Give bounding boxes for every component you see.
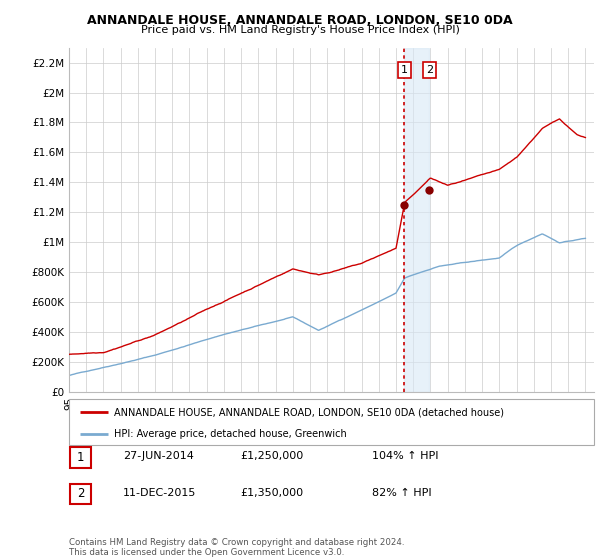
FancyBboxPatch shape bbox=[70, 484, 91, 504]
FancyBboxPatch shape bbox=[70, 447, 91, 468]
Text: Price paid vs. HM Land Registry's House Price Index (HPI): Price paid vs. HM Land Registry's House … bbox=[140, 25, 460, 35]
FancyBboxPatch shape bbox=[69, 399, 594, 445]
Text: £1,350,000: £1,350,000 bbox=[240, 488, 303, 498]
Text: 11-DEC-2015: 11-DEC-2015 bbox=[123, 488, 196, 498]
Text: Contains HM Land Registry data © Crown copyright and database right 2024.
This d: Contains HM Land Registry data © Crown c… bbox=[69, 538, 404, 557]
Text: HPI: Average price, detached house, Greenwich: HPI: Average price, detached house, Gree… bbox=[113, 429, 346, 438]
Text: 27-JUN-2014: 27-JUN-2014 bbox=[123, 451, 194, 461]
Text: 1: 1 bbox=[401, 65, 408, 75]
Text: £1,250,000: £1,250,000 bbox=[240, 451, 303, 461]
Bar bbox=[404, 48, 430, 392]
Text: 1: 1 bbox=[77, 451, 84, 464]
Text: ANNANDALE HOUSE, ANNANDALE ROAD, LONDON, SE10 0DA (detached house): ANNANDALE HOUSE, ANNANDALE ROAD, LONDON,… bbox=[113, 407, 503, 417]
Text: ANNANDALE HOUSE, ANNANDALE ROAD, LONDON, SE10 0DA: ANNANDALE HOUSE, ANNANDALE ROAD, LONDON,… bbox=[87, 14, 513, 27]
Text: 2: 2 bbox=[77, 487, 84, 501]
Text: 104% ↑ HPI: 104% ↑ HPI bbox=[372, 451, 439, 461]
Text: 2: 2 bbox=[426, 65, 433, 75]
Text: 82% ↑ HPI: 82% ↑ HPI bbox=[372, 488, 431, 498]
